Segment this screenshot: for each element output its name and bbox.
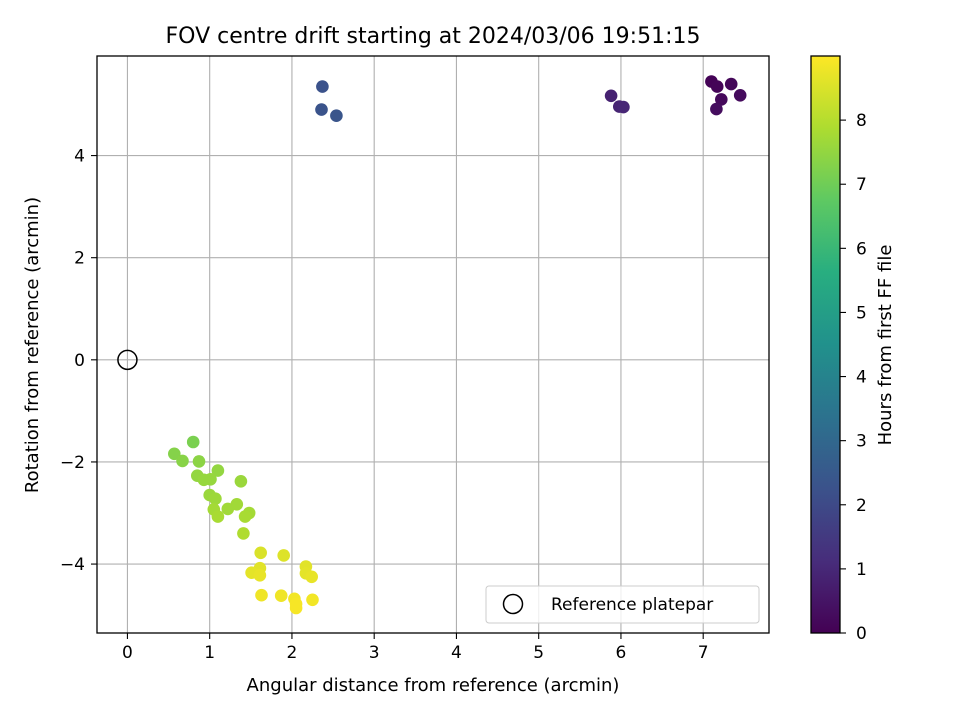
data-point: [289, 601, 303, 615]
x-axis-label: Angular distance from reference (arcmin): [247, 675, 620, 696]
colorbar-tick-label: 6: [856, 239, 867, 259]
colorbar-tick-label: 7: [856, 175, 867, 195]
legend-box: [485, 585, 760, 624]
data-point: [330, 109, 343, 122]
data-point: [733, 89, 747, 102]
colorbar-tick-label: 1: [856, 560, 867, 580]
data-point: [710, 80, 724, 93]
data-point: [186, 435, 200, 449]
colorbar-tick-label: 8: [856, 111, 867, 131]
x-tick-label: 0: [122, 643, 133, 663]
colorbar-tick-label: 2: [856, 496, 867, 516]
data-point: [715, 93, 728, 106]
data-point: [305, 570, 319, 584]
data-point: [211, 510, 225, 523]
legend-marker: [502, 593, 524, 615]
data-point: [315, 103, 328, 116]
colorbar-tick-label: 4: [856, 368, 867, 388]
data-point: [277, 549, 291, 562]
data-point: [306, 593, 319, 607]
data-point: [255, 588, 268, 602]
y-tick-label: 0: [74, 351, 85, 371]
plot-frame: [96, 55, 770, 634]
data-point: [253, 569, 267, 582]
data-point: [168, 447, 181, 461]
legend: Reference platepar: [485, 585, 760, 624]
y-tick-label: −2: [60, 453, 85, 473]
x-tick-label: 7: [698, 643, 709, 663]
grid-lines: [97, 56, 769, 633]
y-axis-label: Rotation from reference (arcmin): [22, 197, 43, 493]
data-point: [274, 589, 288, 602]
data-point: [237, 527, 250, 540]
data-point: [209, 492, 222, 506]
data-point: [724, 77, 738, 91]
colorbar: [810, 55, 841, 634]
x-axis-ticks: 0 1 2 3 4 5 6 7: [122, 633, 709, 663]
x-tick-label: 6: [616, 643, 627, 663]
x-tick-label: 5: [533, 643, 544, 663]
x-tick-label: 3: [369, 643, 380, 663]
data-point: [192, 455, 206, 468]
x-tick-label: 1: [204, 643, 215, 663]
data-point: [176, 454, 189, 468]
data-point: [234, 475, 248, 488]
reference-platepar-marker: [117, 349, 138, 371]
data-point: [238, 510, 252, 523]
colorbar-tick-label: 5: [856, 303, 867, 323]
legend-label: Reference platepar: [551, 595, 713, 615]
data-point: [254, 546, 267, 560]
data-point: [204, 473, 217, 486]
colorbar-ticks: 0 1 2 3 4 5 6 7 8: [840, 111, 867, 644]
data-point: [710, 102, 723, 116]
y-axis-ticks: −4 −2 0 2 4: [60, 147, 97, 575]
x-tick-label: 2: [287, 643, 298, 663]
chart-title: FOV centre drift starting at 2024/03/06 …: [166, 24, 701, 49]
data-point: [211, 464, 225, 477]
data-points: [168, 75, 747, 615]
data-point: [604, 89, 618, 103]
y-tick-label: 2: [74, 249, 85, 269]
data-point: [221, 502, 235, 516]
colorbar-tick-label: 0: [856, 624, 867, 644]
y-tick-label: −4: [60, 555, 85, 575]
x-tick-label: 4: [451, 643, 462, 663]
colorbar-label: Hours from first FF file: [875, 245, 896, 446]
colorbar-tick-label: 3: [856, 432, 867, 452]
y-tick-label: 4: [74, 147, 85, 167]
data-point: [316, 80, 329, 93]
data-point: [617, 100, 630, 114]
